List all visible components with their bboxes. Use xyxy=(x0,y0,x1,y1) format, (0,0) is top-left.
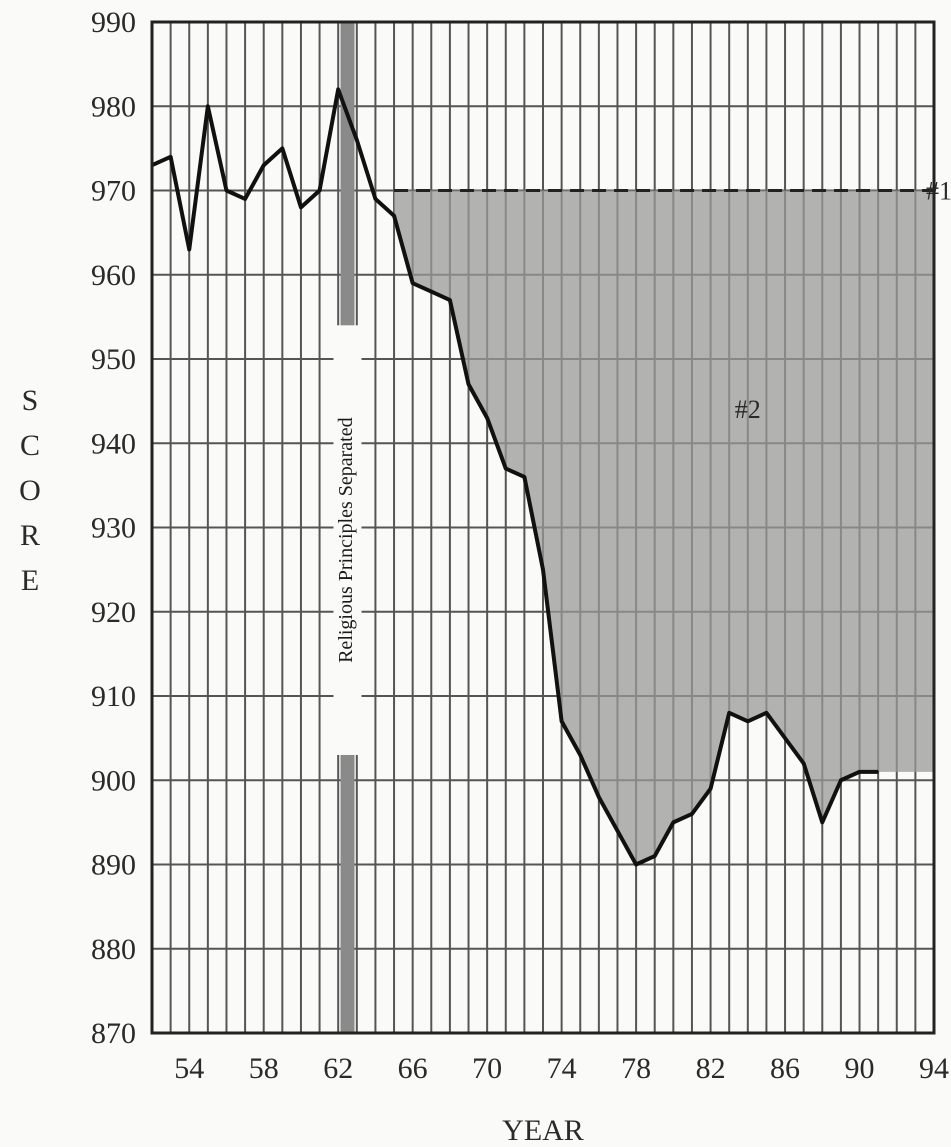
data-point xyxy=(207,105,209,108)
y-tick-label: 950 xyxy=(91,343,136,376)
data-point xyxy=(244,198,246,200)
x-tick-label: 86 xyxy=(770,1052,800,1085)
data-point xyxy=(579,754,582,756)
data-point xyxy=(169,156,172,158)
data-point xyxy=(374,198,377,200)
plot-border xyxy=(150,20,936,1035)
x-tick-label: 90 xyxy=(845,1052,875,1085)
y-tick-label: 960 xyxy=(91,259,136,292)
x-axis-ticks: 54 58 62 66 70 74 78 82 86 90 94 xyxy=(174,1052,949,1085)
data-point xyxy=(337,88,339,91)
x-tick-label: 94 xyxy=(919,1052,949,1085)
data-point xyxy=(560,720,563,723)
data-point xyxy=(821,821,824,824)
y-tick-label: 980 xyxy=(91,90,136,123)
data-point xyxy=(300,206,302,209)
data-point xyxy=(765,712,768,714)
plot-frame xyxy=(150,20,936,1035)
data-point xyxy=(281,147,284,150)
data-point xyxy=(318,189,321,192)
y-tick-label: 940 xyxy=(91,427,136,460)
y-tick-label: 920 xyxy=(91,596,136,629)
x-tick-label: 62 xyxy=(323,1052,353,1085)
x-tick-label: 58 xyxy=(249,1052,279,1085)
data-point xyxy=(840,779,842,782)
y-tick-label: 990 xyxy=(91,6,136,39)
data-point xyxy=(225,189,228,192)
data-point xyxy=(504,467,507,470)
axis-titles: YEAR S C O R E xyxy=(19,384,584,1147)
data-point xyxy=(728,712,730,714)
data-point xyxy=(635,863,637,866)
data-point xyxy=(653,855,656,857)
y-tick-label: 880 xyxy=(91,933,136,966)
data-point xyxy=(411,282,414,284)
y-tick-label: 870 xyxy=(91,1017,136,1050)
data-point xyxy=(877,771,879,773)
data-point xyxy=(542,568,544,571)
y-tick-label: 930 xyxy=(91,512,136,545)
data-point xyxy=(262,164,265,167)
data-point xyxy=(709,787,712,790)
data-point xyxy=(393,214,395,217)
reference-line: #1 xyxy=(394,177,951,206)
data-point xyxy=(691,813,693,815)
y-tick-label: 890 xyxy=(91,849,136,882)
data-point xyxy=(747,720,749,723)
data-point xyxy=(523,476,526,478)
data-point xyxy=(802,762,805,765)
y-tick-label: 970 xyxy=(91,175,136,208)
event-marker: Religious Principles Separated xyxy=(333,22,362,1033)
x-tick-label: 54 xyxy=(174,1052,204,1085)
x-tick-label: 74 xyxy=(547,1052,577,1085)
data-point xyxy=(430,290,433,293)
data-point xyxy=(784,737,786,739)
series-line xyxy=(151,87,879,867)
region-label: #2 xyxy=(735,395,761,424)
data-point xyxy=(616,830,619,832)
y-axis-ticks: 870 880 890 900 910 920 930 940 950 960 970 980 990 xyxy=(91,6,136,1050)
x-tick-label: 78 xyxy=(621,1052,651,1085)
y-tick-label: 900 xyxy=(91,764,136,797)
shaded-region: #2 xyxy=(394,190,934,865)
shaded-area xyxy=(394,190,934,865)
y-tick-label: 910 xyxy=(91,680,136,713)
data-point xyxy=(356,139,358,141)
data-point xyxy=(598,796,600,798)
data-point xyxy=(672,821,675,824)
event-label: Religious Principles Separated xyxy=(335,417,357,663)
data-point xyxy=(858,771,861,773)
x-tick-label: 66 xyxy=(398,1052,428,1085)
data-point xyxy=(467,383,470,386)
data-point xyxy=(188,248,191,251)
x-tick-label: 70 xyxy=(472,1052,502,1085)
event-label-box xyxy=(333,325,362,755)
data-point xyxy=(486,417,488,419)
x-tick-label: 82 xyxy=(696,1052,726,1085)
data-point xyxy=(449,299,451,301)
x-axis-title: YEAR xyxy=(502,1114,584,1147)
series-layer xyxy=(151,87,879,867)
reference-label: #1 xyxy=(926,177,951,206)
